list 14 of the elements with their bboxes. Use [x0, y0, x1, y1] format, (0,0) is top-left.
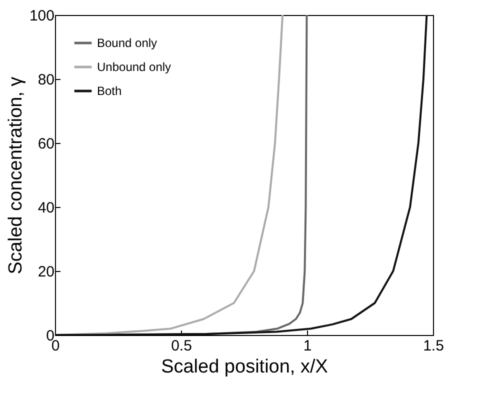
- x-tick-label: 0.5: [171, 338, 192, 354]
- y-axis-title: Scaled concentration, γ: [5, 76, 26, 274]
- x-tick-label: 1: [303, 338, 312, 354]
- legend-label: Bound only: [97, 36, 158, 50]
- legend-label: Both: [97, 84, 122, 98]
- y-tick-label: 20: [38, 264, 54, 280]
- y-tick-label: 80: [38, 72, 54, 88]
- y-tick-label: 100: [29, 8, 54, 24]
- legend-label: Unbound only: [97, 60, 172, 74]
- line-series: [55, 15, 428, 335]
- x-tick-label: 1.5: [423, 338, 444, 354]
- x-axis-title: Scaled position, x/X: [161, 356, 328, 378]
- y-tick-label: 40: [38, 200, 54, 216]
- y-tick-label: 60: [38, 136, 54, 152]
